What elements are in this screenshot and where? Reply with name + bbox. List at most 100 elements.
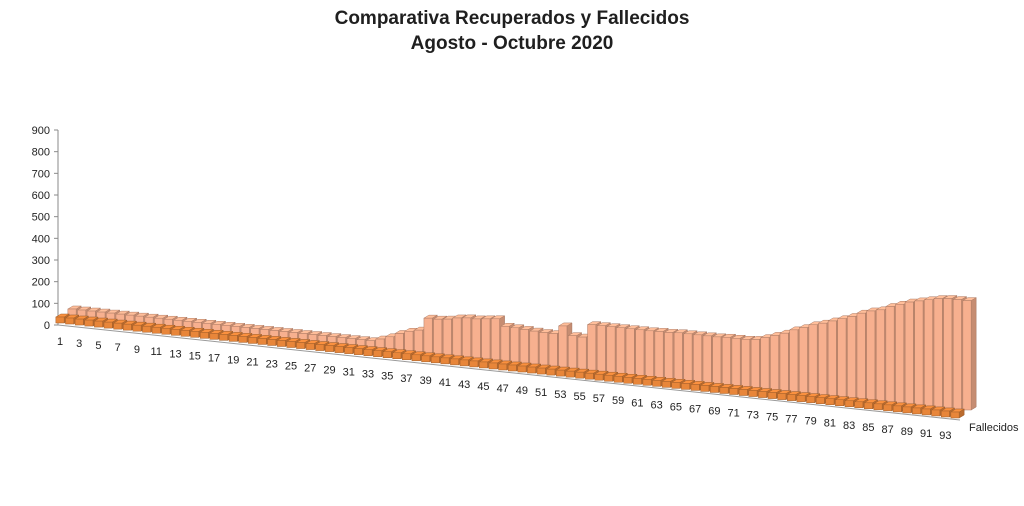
x-tick-label: 27 xyxy=(304,363,316,375)
x-tick-label: 49 xyxy=(516,385,528,397)
bar-series1-84 xyxy=(866,310,876,401)
x-tick-label: 25 xyxy=(285,361,297,373)
x-tick-label: 93 xyxy=(939,430,951,442)
bar-series0-86 xyxy=(873,403,883,411)
y-tick-label: 800 xyxy=(32,147,50,159)
x-tick-label: 39 xyxy=(420,375,432,387)
bar-series1-80 xyxy=(827,320,837,396)
bar-series1-71 xyxy=(741,339,751,387)
bar-series0-21 xyxy=(248,337,257,344)
bar-series1-81 xyxy=(837,318,847,397)
bar-series0-67 xyxy=(690,384,700,391)
bar-series0-42 xyxy=(450,358,459,366)
x-tick-label: 59 xyxy=(612,395,624,407)
x-axis xyxy=(57,324,961,421)
chart-subtitle: Agosto - Octubre 2020 xyxy=(410,33,614,54)
x-tick-label: 5 xyxy=(95,340,101,352)
x-tick-label: 23 xyxy=(266,358,278,370)
bar-series1-89 xyxy=(914,300,924,406)
bar-series0-77 xyxy=(787,394,796,401)
bar-series1-39 xyxy=(433,318,443,355)
bar-series1-60 xyxy=(635,329,645,376)
bar-series1-94-side xyxy=(970,297,977,411)
bar-series0-78 xyxy=(796,395,806,402)
bar-series0-63 xyxy=(652,380,662,387)
bar-series0-82 xyxy=(835,399,844,406)
bar-series1-51 xyxy=(548,333,558,367)
bar-series0-25 xyxy=(286,341,296,348)
bar-series1-50 xyxy=(539,332,548,366)
bar-series1-93 xyxy=(952,299,962,410)
bar-series0-9 xyxy=(132,324,142,332)
x-tick-label: 11 xyxy=(151,346,162,358)
bar-series0-74 xyxy=(758,391,767,398)
bar-series1-86 xyxy=(885,306,895,403)
bar-series0-4 xyxy=(84,319,94,327)
bar-series0-45 xyxy=(479,361,488,369)
bar-series1-90 xyxy=(924,299,933,407)
x-tick-label: 9 xyxy=(134,344,140,356)
bar-series1-57 xyxy=(606,326,616,373)
bar-series0-68 xyxy=(700,385,710,392)
bar-series0-48 xyxy=(507,364,517,372)
bar-series0-27 xyxy=(305,343,315,350)
x-tick-label: 81 xyxy=(824,418,836,430)
bar-series0-55 xyxy=(575,371,585,379)
bar-series0-76 xyxy=(777,393,787,400)
x-tick-label: 21 xyxy=(246,356,258,368)
x-tick-label: 1 xyxy=(57,336,63,348)
bar-series1-69 xyxy=(722,336,731,385)
bar-series1-87 xyxy=(895,304,905,404)
bar-series1-34 xyxy=(385,336,394,349)
bar-series0-3 xyxy=(74,318,84,326)
x-tick-label: 87 xyxy=(882,424,894,436)
bar-series0-16 xyxy=(199,332,209,339)
bar-series1-65 xyxy=(683,333,693,381)
bar-series0-87 xyxy=(883,404,893,412)
bar-series0-75 xyxy=(767,392,777,399)
bar-series1-55 xyxy=(587,324,597,371)
bar-series0-84 xyxy=(854,401,864,409)
x-tick-label: 91 xyxy=(920,428,932,440)
bar-series0-36 xyxy=(392,352,402,360)
bar-series0-26 xyxy=(296,342,305,349)
bar-series1-75 xyxy=(779,332,789,391)
x-tick-label: 63 xyxy=(651,399,663,411)
bar-series0-56 xyxy=(584,372,594,380)
x-tick-label: 69 xyxy=(708,405,720,417)
bar-series0-15 xyxy=(190,331,200,338)
bar-series1-67 xyxy=(702,335,712,383)
bar-series0-92 xyxy=(931,409,941,417)
x-tick-label: 53 xyxy=(554,389,566,401)
bar-series1-82 xyxy=(847,316,856,398)
bar-series0-44 xyxy=(469,360,479,368)
bar-series1-54 xyxy=(577,336,587,370)
bar-series0-61 xyxy=(633,378,642,385)
bar-series1-56 xyxy=(596,325,606,372)
bar-series0-71 xyxy=(729,388,739,395)
bar-series1-68 xyxy=(712,336,722,384)
bar-series0-30 xyxy=(334,346,344,353)
bar-series1-91 xyxy=(933,298,943,408)
bar-series1-92 xyxy=(943,298,953,409)
bar-series0-1 xyxy=(55,316,65,324)
bar-series0-8 xyxy=(122,323,132,331)
x-tick-label: 73 xyxy=(747,410,759,422)
bar-series0-43 xyxy=(459,359,469,367)
bar-series1-77 xyxy=(799,327,808,393)
bar-series1-94 xyxy=(962,300,972,411)
bar-series1-79 xyxy=(818,322,828,395)
x-tick-label: 3 xyxy=(76,338,82,350)
bar-series0-7 xyxy=(113,322,123,330)
bar-series0-41 xyxy=(440,357,450,365)
x-tick-label: 61 xyxy=(631,397,643,409)
bar-series0-64 xyxy=(661,381,671,388)
bar-series1-78 xyxy=(808,324,818,394)
bar-series0-35 xyxy=(382,351,392,358)
bar-series0-40 xyxy=(430,356,440,364)
bar-series0-94 xyxy=(950,411,960,419)
y-tick-label: 400 xyxy=(32,233,50,245)
x-tick-label: 7 xyxy=(115,342,121,354)
y-tick-label: 0 xyxy=(44,320,50,332)
